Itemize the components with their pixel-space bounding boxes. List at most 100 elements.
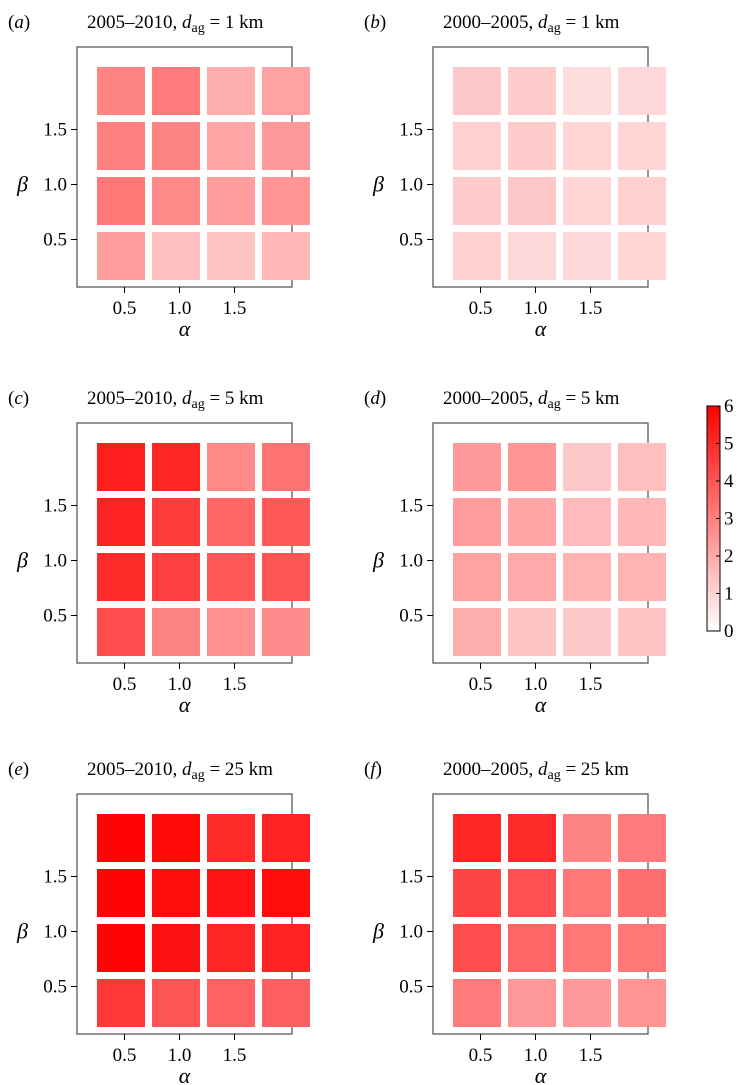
heatmap-cell [97,924,145,972]
panel-title: 2005–2010, dag = 5 km [87,388,264,412]
heatmap-cell [453,814,501,862]
heatmap-cell [97,498,145,546]
heatmap-cell [508,869,556,917]
heatmap-cell [97,814,145,862]
heatmap-cell [152,869,200,917]
y-tick-label: 1.0 [399,922,423,943]
y-tick-label: 0.5 [399,977,423,998]
panel-title-period: 2005–2010, [87,759,182,780]
x-tick-label: 0.5 [113,298,137,319]
y-tick-label: 1.0 [43,175,67,196]
heatmap-cell [262,122,310,170]
panel-b: 0.5 1.0 1.5 0.5 1.0 1.5 α β (b) 2000–2005, dag = … [364,12,666,341]
panel-title-period: 2000–2005, [443,759,538,780]
heatmap-cell [618,498,666,546]
heatmap-cell [618,553,666,601]
panel-letter-paren: ( [8,12,14,33]
panel-letter-text: c [14,388,23,409]
heatmap-cell [563,553,611,601]
panel-title-period: 2000–2005, [443,12,538,33]
heatmap-cell [262,553,310,601]
panel-letter-text: a [14,12,24,33]
y-axis-label: β [372,919,384,944]
panel-title: 2005–2010, dag = 1 km [87,12,264,36]
heatmap-cell [207,924,255,972]
heatmap-cell [563,498,611,546]
heatmap-cell [453,177,501,225]
panel-title: 2005–2010, dag = 25 km [87,759,273,783]
panel-title-value: = 1 km [205,12,264,33]
x-tick-label: 1.0 [168,1045,192,1066]
x-tick-label: 1.0 [168,298,192,319]
x-axis-label: α [179,1063,191,1085]
heatmap-cell [508,177,556,225]
panel-letter-paren: ( [8,759,14,780]
x-axis-label: α [535,692,547,717]
colorbar-gradient [707,406,720,631]
heatmap-cell [152,608,200,656]
heatmap-cell [207,67,255,115]
heatmap-cell [207,177,255,225]
x-axis-label: α [535,1063,547,1085]
panel-title-value: = 5 km [561,388,620,409]
heatmap-cell [618,232,666,280]
x-tick-label: 1.5 [579,674,603,695]
panel-title-sub: ag [548,397,561,412]
y-tick-label: 1.5 [43,120,67,141]
heatmap-cell [262,979,310,1027]
heatmap-cell [563,979,611,1027]
panel-letter: (b) [364,12,386,33]
x-tick-label: 1.5 [579,1045,603,1066]
y-tick-label: 0.5 [399,230,423,251]
y-tick-label: 1.5 [399,867,423,888]
heatmap-cell [453,232,501,280]
heatmap-cell [97,608,145,656]
colorbar-tick-label: 6 [724,396,734,417]
y-tick-label: 1.0 [399,175,423,196]
colorbar-tick-label: 0 [724,621,734,642]
panel-letter-paren: ) [376,759,382,780]
panel-letter: (c) [8,388,29,409]
heatmap-cell [207,979,255,1027]
heatmap-cell [152,979,200,1027]
x-tick-label: 1.5 [223,298,247,319]
panel-c: 0.5 1.0 1.5 0.5 1.0 1.5 α β (c) 2005–2010, dag = … [8,388,310,717]
panel-title-value: = 1 km [561,12,620,33]
x-tick-label: 1.0 [524,674,548,695]
x-tick-label: 0.5 [469,674,493,695]
panel-letter-text: f [370,759,378,780]
panel-letter: (f) [364,759,382,780]
panel-title-sub: ag [548,21,561,36]
heatmap-cell [97,979,145,1027]
heatmap-cell [152,177,200,225]
heatmap-cell [508,443,556,491]
heatmap-cell [508,924,556,972]
y-axis-label: β [372,548,384,573]
panel-title-sub: ag [548,768,561,783]
panel-title-sub: ag [192,768,205,783]
panel-d: 0.5 1.0 1.50.51.01.5αβ(d) 2000–2005, dag = … [364,388,666,717]
panel-letter-text: d [370,388,380,409]
heatmap-cell [97,122,145,170]
y-tick-label: 1.0 [399,551,423,572]
heatmap-cell [207,232,255,280]
x-tick-label: 1.5 [223,674,247,695]
heatmap-cell [152,232,200,280]
x-tick-label: 1.0 [524,298,548,319]
x-axis-label: α [179,692,191,717]
panel-title: 2000–2005, dag = 1 km [443,12,620,36]
heatmap-cell [618,67,666,115]
y-tick-label: 1.5 [43,496,67,517]
heatmap-cell [262,232,310,280]
heatmap-cell [453,498,501,546]
x-tick-label: 1.5 [223,1045,247,1066]
heatmap-cell [453,869,501,917]
heatmap-cell [207,553,255,601]
x-tick-label: 0.5 [113,674,137,695]
panel-title-period: 2000–2005, [443,388,538,409]
heatmap-cell [563,869,611,917]
heatmap-cell [152,498,200,546]
heatmap-cell [618,443,666,491]
panel-title: 2000–2005, dag = 5 km [443,388,620,412]
colorbar-tick-label: 5 [724,434,734,455]
